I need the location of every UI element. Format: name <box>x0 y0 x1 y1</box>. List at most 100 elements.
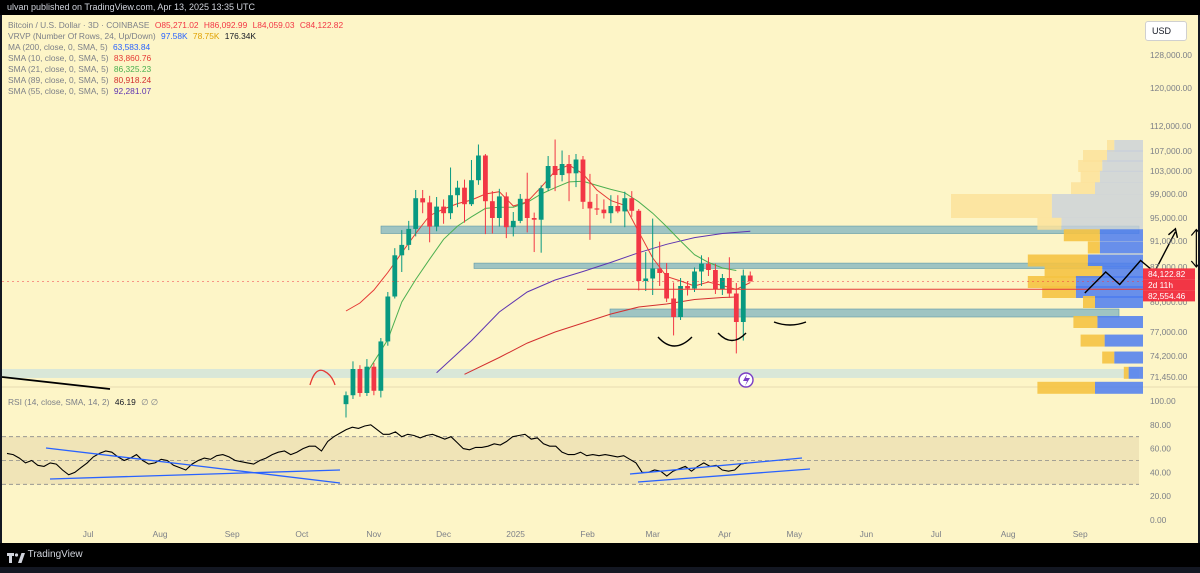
candle-body <box>719 278 725 290</box>
candle-body <box>685 286 690 289</box>
time-axis-label: Sep <box>225 529 240 539</box>
candle-body <box>503 196 509 228</box>
price-axis-label: 112,000.00 <box>1150 121 1192 131</box>
legend-title: Bitcoin / U.S. Dollar · 3D · COINBASE <box>8 20 150 30</box>
price-axis-label: 103,000.00 <box>1150 166 1192 176</box>
candle-body <box>657 268 663 273</box>
legend-indicator-label: MA (200, close, 0, SMA, 5) <box>8 42 108 52</box>
price-axis-label: 95,000.00 <box>1150 213 1188 223</box>
candle-body <box>566 164 572 174</box>
sma55-line <box>436 230 751 374</box>
time-axis-label: May <box>786 529 803 539</box>
volume-profile-up-bar <box>951 194 1052 206</box>
legend-indicator-value: 63,583.84 <box>112 42 151 52</box>
rsi-axis-label: 60.00 <box>1150 444 1171 454</box>
support-zone <box>609 308 1120 318</box>
candle-body <box>740 275 746 322</box>
projection-arrowhead <box>1167 227 1179 238</box>
candle-body <box>524 198 530 218</box>
candle-body <box>496 196 502 218</box>
candle-body <box>483 155 488 202</box>
candle-body <box>713 270 718 290</box>
volume-profile-up-bar <box>1042 286 1076 298</box>
candle-body <box>489 201 495 218</box>
price-axis-label: 87,000.00 <box>1150 262 1188 272</box>
candle-body <box>636 210 642 281</box>
candle-body <box>580 159 586 202</box>
chart-panel[interactable]: 128,000.00 120,000.00 112,000.00 107,000.00… <box>2 15 1198 543</box>
candle-body <box>559 164 565 176</box>
shoulder-curve <box>657 336 693 347</box>
time-axis-label: Aug <box>1001 529 1016 539</box>
support-zone <box>380 225 1140 234</box>
time-axis-label: Sep <box>1073 529 1088 539</box>
legend-indicator-label: SMA (21, close, 0, SMA, 5) <box>8 64 109 74</box>
price-axis-label: 128,000.00 <box>1150 50 1192 60</box>
candle-body <box>594 208 600 210</box>
volume-profile-down-bar <box>1087 254 1143 267</box>
volume-profile-down-bar <box>1099 241 1143 254</box>
countdown-badge-bg <box>1143 279 1195 291</box>
legend-vrvp-down: 78.75K <box>192 31 220 41</box>
time-axis-label: 2025 <box>506 529 525 539</box>
legend-vrvp-total: 176.34K <box>224 31 256 41</box>
price-axis-label: 120,000.00 <box>1150 83 1192 93</box>
legend-indicator-row: SMA (55, close, 0, SMA, 5) 92,281.07 <box>8 86 343 97</box>
candle-body <box>615 206 621 212</box>
chart-svg[interactable]: 128,000.00 120,000.00 112,000.00 107,000.00… <box>2 15 1198 543</box>
volume-profile-down-bar <box>1095 182 1143 195</box>
lightning-icon <box>743 374 750 386</box>
last-price-badge-bg <box>1143 268 1195 280</box>
time-axis-label: Aug <box>153 529 168 539</box>
legend-indicator-value: 92,281.07 <box>113 86 152 96</box>
arc-drawing <box>309 369 336 386</box>
volume-profile-up-bar <box>1027 254 1088 267</box>
candle-body <box>601 209 607 214</box>
rsi-legend-extra: ∅ ∅ <box>141 397 159 407</box>
candle-body <box>385 296 391 342</box>
legend-indicator-value: 80,918.24 <box>113 75 152 85</box>
level-price-badge: 82,554.46 <box>1148 291 1186 301</box>
volume-profile-up-bar <box>1080 170 1100 183</box>
rsi-axis-label: 20.00 <box>1150 491 1171 501</box>
countdown-badge: 2d 11h <box>1148 280 1173 290</box>
candle-body <box>706 263 711 270</box>
rsi-trendline <box>189 464 341 484</box>
legend-vrvp-row: VRVP (Number Of Rows, 24, Up/Down) 97.58… <box>8 31 343 42</box>
range-marker-arrows <box>1190 228 1198 268</box>
currency-button[interactable]: USD <box>1145 21 1187 41</box>
rsi-trendline <box>637 468 811 483</box>
time-axis-label: Oct <box>295 529 309 539</box>
rsi-legend-value: 46.19 <box>114 397 136 407</box>
time-axis-label: Feb <box>580 529 595 539</box>
candle-body <box>364 366 370 393</box>
candle-body <box>357 368 363 393</box>
candle-body <box>399 244 405 256</box>
candle-body <box>733 293 739 322</box>
legend-indicator-row: SMA (89, close, 0, SMA, 5) 80,918.24 <box>8 75 343 86</box>
volume-profile-up-bar <box>951 206 1052 218</box>
legend-title-row: Bitcoin / U.S. Dollar · 3D · COINBASE O8… <box>8 20 343 31</box>
candle-body <box>420 198 426 203</box>
chart-legend: Bitcoin / U.S. Dollar · 3D · COINBASE O8… <box>8 20 343 97</box>
candle-body <box>392 255 398 297</box>
volume-profile-up-bar <box>1083 296 1095 308</box>
footer-brand: TradingView <box>27 549 83 560</box>
trend-line <box>2 376 111 390</box>
candle-body <box>406 228 412 245</box>
rsi-legend: RSI (14, close, SMA, 14, 2) 46.19 ∅ ∅ <box>8 397 158 407</box>
legend-indicator-value: 86,325.23 <box>113 64 152 74</box>
rsi-trendline <box>49 469 341 480</box>
shoulder-curve <box>717 332 747 342</box>
footer-bar: TradingView <box>0 543 1200 567</box>
candle-body <box>692 271 697 289</box>
rsi-trendline <box>629 457 803 475</box>
rsi-axis-label: 100.00 <box>1150 396 1176 406</box>
candle-body <box>538 188 544 220</box>
rsi-legend-label: RSI (14, close, SMA, 14, 2) <box>8 397 110 407</box>
time-axis-label: Jul <box>83 529 94 539</box>
candle-body <box>552 166 558 176</box>
volume-profile-down-bar <box>1104 334 1143 347</box>
rsi-axis-label: 0.00 <box>1150 515 1167 525</box>
volume-profile-up-bar <box>1083 150 1107 162</box>
